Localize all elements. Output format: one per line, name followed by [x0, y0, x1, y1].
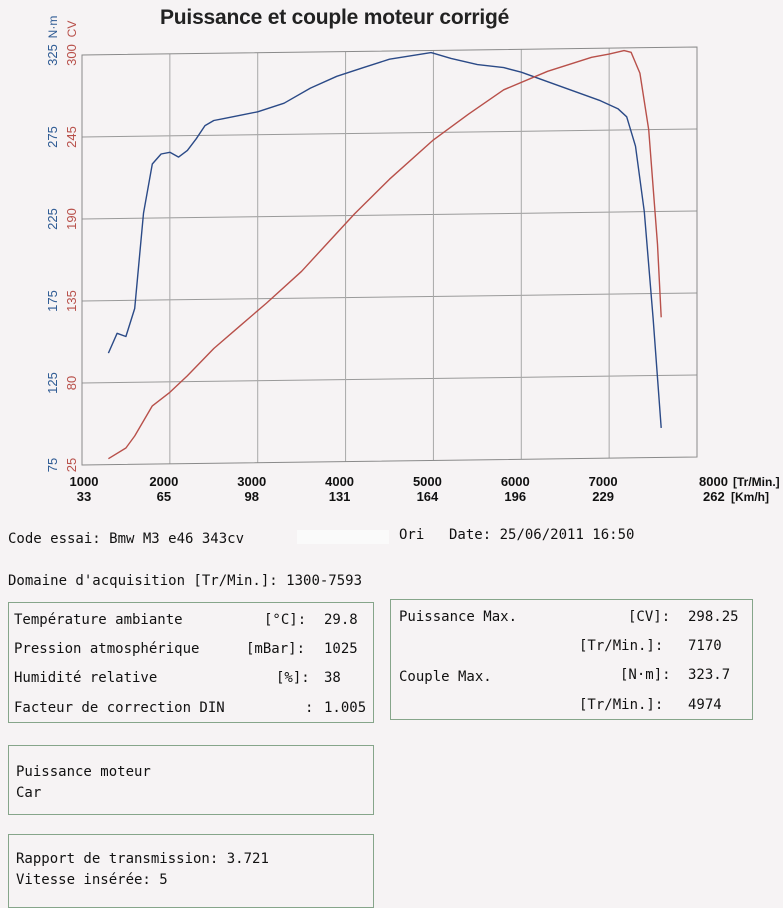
x-tick-label-speed: 33	[77, 489, 91, 504]
condition-value: 1.005	[324, 700, 367, 716]
y-right-tick-label: 135	[64, 290, 79, 312]
conditions-box: Température ambiante [°C]: 29.8 Pression…	[8, 602, 374, 723]
test-ori: Ori	[399, 527, 425, 543]
series-line-torque	[107, 51, 662, 428]
test-date-value: 25/06/2011 16:50	[499, 527, 635, 543]
y-left-tick-label: 125	[45, 372, 60, 394]
y-left-tick-label: 175	[45, 290, 60, 312]
x-unit-speed: [Km/h]	[731, 490, 769, 504]
power-max-unit: [CV]:	[628, 609, 671, 625]
x-tick-label-rpm: 8000	[699, 474, 728, 489]
y-right-unit: CV	[65, 21, 79, 38]
acquisition-label: Domaine d'acquisition [Tr/Min.]:	[8, 573, 278, 589]
condition-value: 29.8	[324, 612, 358, 628]
condition-unit: :	[305, 700, 314, 716]
acquisition-value: 1300-7593	[286, 573, 363, 589]
x-tick-label-speed: 196	[504, 489, 526, 504]
mode-box: Puissance moteur Car	[8, 745, 374, 815]
chart-series	[107, 49, 662, 460]
torque-max-value: 323.7	[688, 667, 731, 683]
y-left-tick-label: 275	[45, 126, 60, 148]
test-date-row: Date: 25/06/2011 16:50	[449, 527, 634, 543]
x-tick-label-rpm: 4000	[325, 474, 354, 489]
transmission-ratio-label: Rapport de transmission:	[16, 851, 219, 867]
mode-line-2: Car	[16, 785, 42, 801]
transmission-box: Rapport de transmission: 3.721 Vitesse i…	[8, 834, 374, 908]
condition-label: Pression atmosphérique	[14, 641, 200, 657]
power-max-value: 298.25	[688, 609, 739, 625]
x-tick-label-speed: 65	[157, 489, 171, 504]
transmission-gear-label: Vitesse insérée:	[16, 872, 151, 888]
y-right-tick-label: 190	[64, 208, 79, 230]
y-left-tick-label: 325	[45, 44, 60, 66]
x-tick-label-rpm: 1000	[70, 474, 99, 489]
torque-max-rpm-unit: [Tr/Min.]:	[579, 697, 664, 713]
condition-label: Température ambiante	[14, 612, 183, 628]
y-left-unit: N·m	[46, 16, 60, 39]
x-unit-rpm: [Tr/Min.]	[733, 475, 780, 489]
test-code-row: Code essai: Bmw M3 e46 343cv	[8, 531, 244, 547]
mode-line-1: Puissance moteur	[16, 764, 151, 780]
transmission-ratio-row: Rapport de transmission: 3.721	[16, 851, 269, 867]
x-tick-label-rpm: 5000	[413, 474, 442, 489]
chart-frame	[81, 46, 698, 466]
condition-unit: [%]:	[276, 670, 310, 686]
torque-max-rpm: 4974	[688, 697, 722, 713]
power-max-rpm: 7170	[688, 638, 722, 654]
transmission-gear-row: Vitesse insérée: 5	[16, 872, 168, 888]
condition-label: Facteur de correction DIN	[14, 700, 225, 716]
gridline-horizontal	[81, 128, 698, 138]
maxima-box: Puissance Max. [CV]: 298.25 [Tr/Min.]: 7…	[390, 599, 753, 720]
y-left-tick-label: 75	[45, 458, 60, 472]
y-axis-right: 25 80 135 190 245 300 CV	[64, 21, 79, 473]
acquisition-row: Domaine d'acquisition [Tr/Min.]: 1300-75…	[8, 573, 362, 589]
condition-value: 1025	[324, 641, 358, 657]
power-max-label: Puissance Max.	[399, 609, 518, 625]
x-tick-label-rpm: 6000	[501, 474, 530, 489]
torque-max-unit: [N·m]:	[620, 667, 671, 683]
x-tick-label-rpm: 3000	[237, 474, 266, 489]
y-left-tick-label: 225	[45, 208, 60, 230]
condition-unit: [°C]:	[264, 612, 307, 628]
test-code-label: Code essai:	[8, 531, 101, 547]
transmission-ratio-value: 3.721	[226, 851, 269, 867]
x-tick-label-speed: 131	[329, 489, 351, 504]
transmission-gear-value: 5	[159, 872, 168, 888]
y-axis-left: 75 125 175 225 275 325 N·m	[45, 16, 60, 473]
series-line-power	[108, 49, 662, 460]
test-date-label: Date:	[449, 527, 492, 543]
redaction-mask	[297, 529, 389, 545]
x-tick-label-speed: 262	[703, 489, 725, 504]
y-right-tick-label: 245	[64, 126, 79, 148]
power-max-rpm-unit: [Tr/Min.]:	[579, 638, 664, 654]
test-code-value: Bmw M3 e46 343cv	[109, 531, 245, 547]
condition-unit: [mBar]:	[246, 641, 306, 657]
plot-frame	[81, 46, 698, 466]
x-tick-label-speed: 98	[244, 489, 258, 504]
gridline-horizontal	[81, 292, 698, 302]
y-right-tick-label: 80	[64, 376, 79, 390]
x-tick-label-rpm: 7000	[589, 474, 618, 489]
gridline-horizontal	[81, 374, 698, 384]
condition-label: Humidité relative	[14, 670, 158, 686]
chart-grid	[81, 48, 698, 464]
y-right-tick-label: 300	[64, 44, 79, 66]
x-tick-label-speed: 229	[592, 489, 614, 504]
chart-title: Puissance et couple moteur corrigé	[160, 6, 510, 29]
gridline-horizontal	[81, 210, 698, 220]
torque-max-label: Couple Max.	[399, 669, 492, 685]
x-tick-label-speed: 164	[417, 489, 439, 504]
condition-value: 38	[324, 670, 341, 686]
y-right-tick-label: 25	[64, 458, 79, 472]
x-tick-label-rpm: 2000	[149, 474, 178, 489]
